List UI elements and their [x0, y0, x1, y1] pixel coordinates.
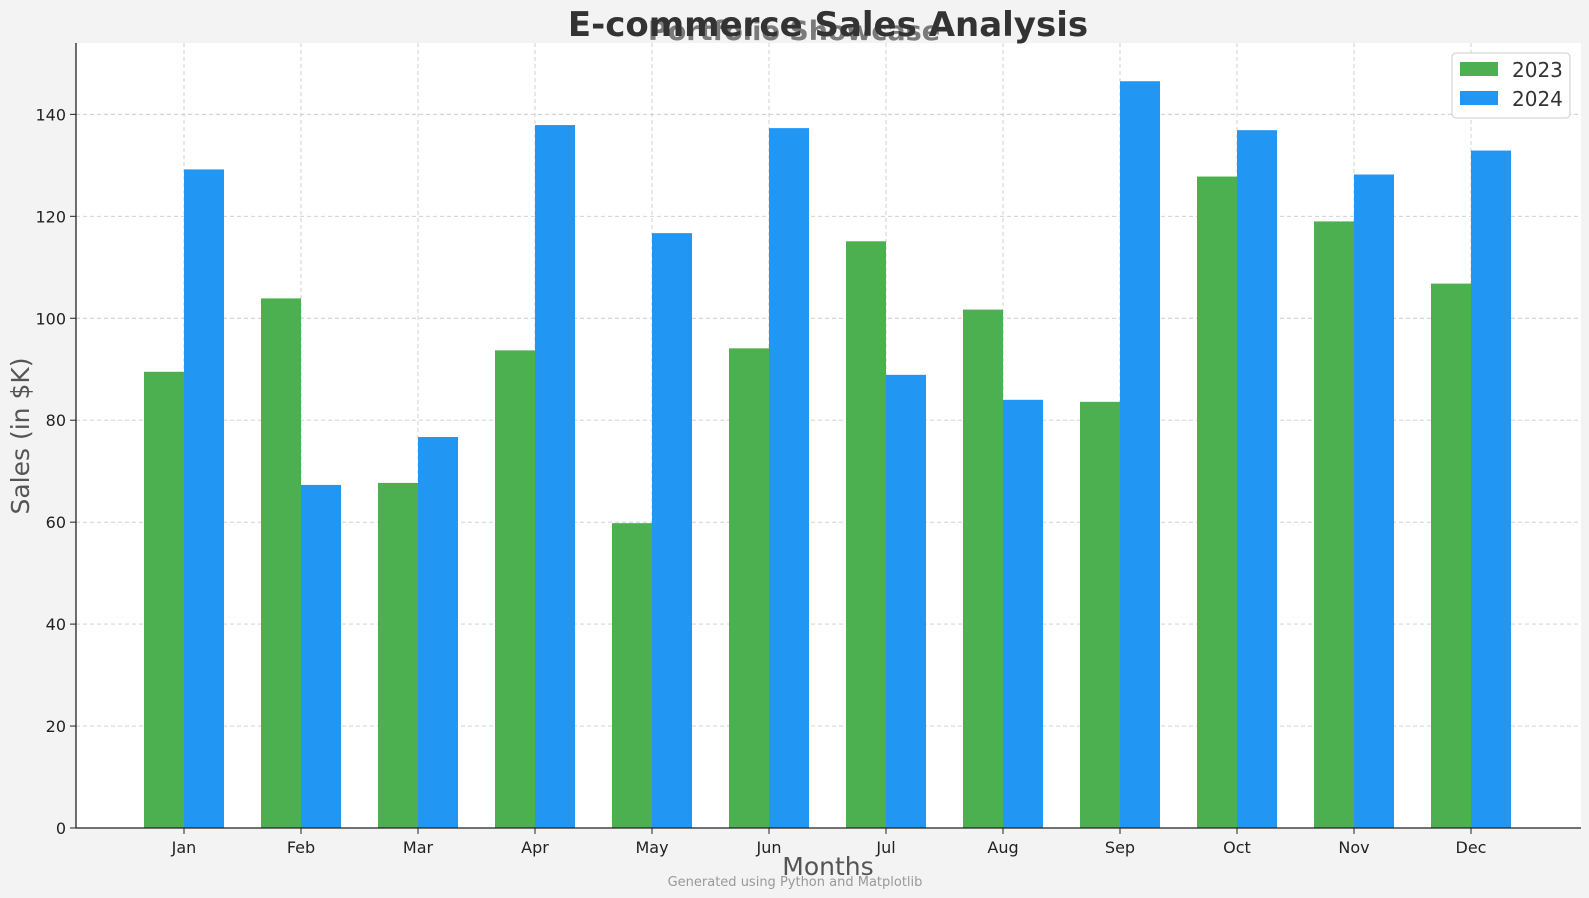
x-axis-title: Months — [782, 852, 873, 881]
x-tick-label: Aug — [987, 838, 1018, 857]
x-ticks: Jan Feb Mar Apr May Jun Jul Aug Sep Oct Nov Dec — [171, 828, 1487, 857]
bar-2023-dec — [1431, 283, 1471, 828]
y-tick-label: 100 — [35, 309, 66, 328]
y-tick-label: 60 — [46, 513, 66, 532]
bar-2023-jun — [729, 348, 769, 828]
bar-2024-aug — [1003, 399, 1043, 828]
bar-2023-feb — [261, 298, 301, 828]
bar-2024-may — [652, 233, 692, 828]
bar-2023-apr — [495, 350, 535, 828]
bar-2023-mar — [378, 482, 418, 828]
bar-2023-jul — [846, 241, 886, 829]
y-ticks: 0 20 40 60 80 100 120 140 — [35, 105, 76, 838]
bar-2023-sep — [1080, 401, 1120, 828]
x-tick-label: Oct — [1223, 838, 1251, 857]
x-tick-label: Dec — [1456, 838, 1487, 857]
bar-2024-jul — [886, 374, 926, 828]
legend-swatch-2023 — [1460, 62, 1498, 76]
bar-2023-jan — [144, 371, 184, 828]
y-tick-label: 140 — [35, 105, 66, 124]
bar-2023-nov — [1314, 221, 1354, 829]
x-tick-label: Mar — [403, 838, 434, 857]
x-tick-label: Apr — [521, 838, 549, 857]
bar-2023-aug — [963, 309, 1003, 829]
y-tick-label: 120 — [35, 207, 66, 226]
bar-2023-oct — [1197, 176, 1237, 828]
chart-subtitle: Portfolio Showcase — [648, 16, 940, 47]
bar-2024-nov — [1354, 174, 1394, 828]
legend-label-2024: 2024 — [1512, 87, 1563, 111]
y-tick-label: 20 — [46, 717, 66, 736]
bar-2024-sep — [1120, 81, 1160, 828]
x-tick-label: May — [635, 838, 668, 857]
legend: 2023 2024 — [1451, 52, 1571, 119]
bar-2024-oct — [1237, 130, 1277, 828]
y-tick-label: 40 — [46, 615, 66, 634]
y-tick-label: 0 — [56, 819, 66, 838]
axes — [75, 43, 1581, 829]
legend-label-2023: 2023 — [1512, 58, 1563, 82]
x-tick-label: Feb — [287, 838, 315, 857]
bar-2024-apr — [535, 125, 575, 829]
legend-swatch-2024 — [1460, 91, 1498, 105]
bar-2024-jun — [769, 128, 809, 829]
bar-2024-jan — [184, 169, 224, 828]
bar-2023-may — [612, 523, 652, 828]
y-axis-title: Sales (in $K) — [6, 357, 35, 514]
bars — [144, 81, 1511, 829]
chart-title: E-commerce Sales Analysis — [568, 5, 1088, 45]
x-tick-label: Jan — [171, 838, 197, 857]
x-tick-label: Sep — [1105, 838, 1135, 857]
footer-note: Generated using Python and Matplotlib — [668, 875, 923, 890]
bar-2024-feb — [301, 484, 341, 828]
bar-2024-mar — [418, 437, 458, 828]
y-tick-label: 80 — [46, 411, 66, 430]
x-tick-label: Nov — [1338, 838, 1369, 857]
bar-2024-dec — [1471, 150, 1511, 829]
x-tick-label: Jun — [756, 838, 782, 857]
x-tick-label: Jul — [875, 838, 895, 857]
